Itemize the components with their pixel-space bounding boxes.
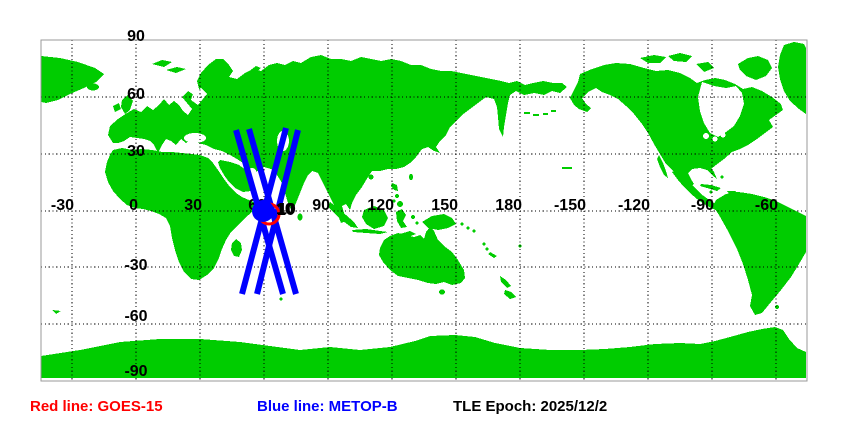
lat-label--60: -60: [124, 308, 148, 325]
great-lakes: [703, 133, 709, 139]
landmass-iceland: [87, 83, 99, 91]
lon-label--150: -150: [553, 197, 586, 214]
landmass-hawaii: [562, 167, 572, 169]
landmass-borneo: [362, 206, 388, 229]
lat-label-60: 60: [127, 86, 145, 103]
landmass-australia: [379, 227, 465, 285]
landmass-philippines: [391, 183, 398, 191]
legend-tle-epoch: TLE Epoch: 2025/12/2: [453, 398, 608, 415]
track-time-label: 10: [276, 201, 294, 218]
lon-label-90: 90: [312, 197, 330, 214]
sea-cutout-layer: [184, 82, 744, 174]
lon-label--90: -90: [690, 197, 714, 214]
landmass-svalbard: [152, 60, 186, 73]
landmass-hainan: [368, 174, 374, 180]
landmass-british-isles: [113, 95, 133, 114]
lon-label--120: -120: [617, 197, 650, 214]
lon-label-30: 30: [184, 197, 202, 214]
landmass-sri-lanka: [297, 213, 303, 221]
lon-label--30: -30: [50, 197, 74, 214]
landmass-tasmania: [439, 289, 445, 295]
baltic-sea: [191, 88, 207, 105]
lon-label--60: -60: [754, 197, 778, 214]
landmass-arctic-islands: [640, 53, 714, 72]
landmass-central-america: [672, 169, 721, 211]
landmass-sulawesi: [396, 209, 407, 228]
hudson-bay: [698, 82, 744, 137]
map-border: [40, 39, 808, 382]
landmass-south-america: [713, 192, 806, 315]
lon-label-120: 120: [367, 197, 394, 214]
landmass-java: [352, 229, 388, 234]
legend-red-line-goes-15: Red line: GOES-15: [30, 398, 163, 415]
landmass-madagascar: [231, 239, 242, 257]
lon-label-0: 0: [129, 197, 138, 214]
landmass-new-zealand: [500, 276, 516, 299]
landmass-arabia: [218, 160, 254, 192]
legend-blue-line-metop-b: Blue line: METOP-B: [257, 398, 398, 415]
lon-label-180: 180: [495, 197, 522, 214]
landmass-greenland-west: [778, 42, 806, 114]
landmass-new-caledonia: [488, 252, 497, 258]
lat-label-90: 90: [127, 28, 145, 45]
landmass-antarctica: [41, 327, 806, 378]
landmass-cuba: [700, 184, 721, 191]
lon-label-150: 150: [431, 197, 458, 214]
landmass-new-guinea: [422, 214, 456, 230]
landmass-africa: [105, 148, 259, 280]
lat-label-30: 30: [127, 143, 145, 160]
lat-label--90: -90: [124, 363, 148, 380]
landmass-greenland-east: [41, 56, 104, 103]
landmass-sumatra: [328, 202, 358, 228]
landmass-japan: [429, 118, 452, 143]
landmass-south-georgia: [52, 310, 61, 314]
landmass-baja: [657, 155, 668, 178]
landmass-baffin: [738, 56, 772, 80]
lat-label--30: -30: [124, 257, 148, 274]
landmass-taiwan: [409, 174, 413, 180]
metop-b-marker: [252, 200, 274, 222]
